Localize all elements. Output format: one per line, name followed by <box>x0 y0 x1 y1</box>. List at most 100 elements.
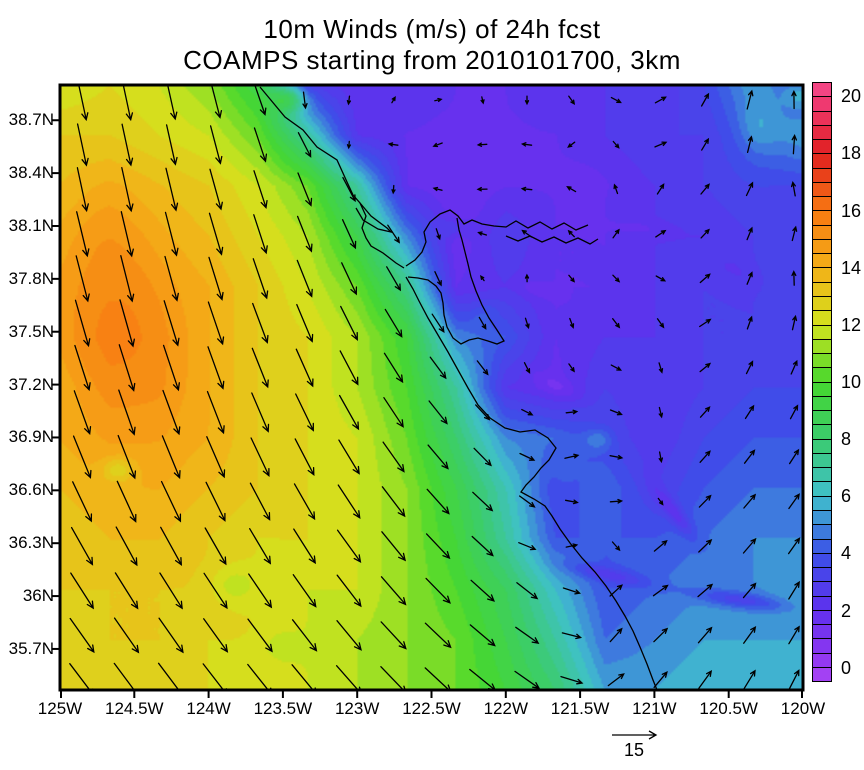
wind-vector-arrow <box>613 183 619 195</box>
wind-vector-arrow <box>121 166 134 213</box>
wind-vector-arrow <box>698 669 713 690</box>
colorbar-segment <box>813 339 831 355</box>
wind-vector-arrow <box>209 125 223 165</box>
wind-vector-arrow <box>338 439 360 475</box>
wind-vector-arrow <box>207 346 225 390</box>
lon-tick-label: 121.5W <box>550 699 610 718</box>
wind-vector-arrow <box>516 582 539 600</box>
wind-vector-arrow <box>428 400 448 425</box>
wind-vector-arrow <box>744 404 755 420</box>
wind-vector-arrow <box>167 85 178 121</box>
coastline <box>405 209 589 267</box>
wind-vector-arrow <box>524 273 530 283</box>
colorbar-segment <box>813 539 831 554</box>
wind-vector-arrow <box>293 483 316 521</box>
wind-vector-arrow <box>565 543 579 548</box>
wind-vector-arrow <box>120 255 135 303</box>
colorbar-segment <box>813 111 831 126</box>
wind-vector-arrow <box>699 318 712 328</box>
lon-tick-label: 120W <box>780 699 826 718</box>
colorbar-segment <box>813 525 831 540</box>
wind-vector-arrow <box>434 271 442 287</box>
wind-vector-arrow <box>567 229 575 238</box>
wind-vector-arrow <box>656 318 665 329</box>
wind-vector-arrow <box>341 262 358 296</box>
wind-vector-arrow <box>120 211 134 258</box>
reference-vector-arrow <box>612 730 658 740</box>
wind-vector-arrow <box>697 583 714 598</box>
wind-vector-arrow <box>656 183 665 195</box>
wind-vector-arrow <box>565 409 579 415</box>
wind-vector-arrow <box>743 493 757 509</box>
wind-vector-arrow <box>475 404 491 421</box>
wind-vector-arrow <box>515 626 540 644</box>
wind-vector-arrow <box>250 437 270 477</box>
wind-vector-arrow <box>70 572 94 610</box>
wind-vector-arrow <box>76 211 90 258</box>
wind-vector-arrow <box>336 620 362 651</box>
wind-vector-arrow <box>292 574 317 608</box>
wind-vector-arrow <box>700 228 710 239</box>
colorbar-segment <box>813 553 831 569</box>
wind-vector-arrow <box>340 305 358 341</box>
coastline <box>405 276 658 690</box>
wind-vector-arrow <box>521 408 534 416</box>
colorbar-segment <box>813 653 831 668</box>
wind-vector-arrow <box>612 318 621 329</box>
wind-vector-arrow <box>76 167 89 213</box>
wind-vector-arrow <box>791 270 797 286</box>
colorbar-segment <box>813 582 831 597</box>
colorbar-segment <box>813 282 831 297</box>
wind-vector-arrow <box>206 390 225 435</box>
colorbar-tick-label: 0 <box>841 657 852 678</box>
wind-vector-arrow <box>470 579 495 602</box>
wind-vector-arrow <box>208 212 224 256</box>
colorbar-segment <box>813 311 831 326</box>
lat-tick-label: 36.3N <box>8 533 54 553</box>
wind-vector-arrow <box>610 364 623 371</box>
wind-vector-arrow <box>297 172 313 207</box>
colorbar-segment <box>813 211 831 226</box>
wind-vector-arrow <box>790 359 798 375</box>
wind-vector-arrow <box>69 617 95 654</box>
wind-vector-arrow <box>791 134 798 155</box>
wind-vector-arrow <box>609 584 624 597</box>
wind-vector-arrow <box>432 142 443 148</box>
colorbar-segment <box>813 97 831 112</box>
wind-vector-arrow <box>791 314 798 331</box>
wind-vector-arrow <box>658 451 664 464</box>
wind-vector-arrow <box>346 140 352 150</box>
wind-vector-arrow <box>165 124 178 166</box>
wind-vector-arrow <box>206 436 226 479</box>
lon-tick-label: 125W <box>37 699 83 718</box>
wind-vector-arrow <box>524 95 530 106</box>
wind-vector-arrow <box>476 142 488 147</box>
wind-vector-arrow <box>387 224 401 244</box>
colorbar <box>812 82 832 682</box>
wind-vector-arrow <box>383 397 404 428</box>
wind-vector-arrow <box>609 454 624 460</box>
colorbar-segment <box>813 667 831 682</box>
wind-vector-arrow <box>612 140 620 149</box>
wind-vector-arrow <box>788 625 800 645</box>
coastline <box>505 235 599 245</box>
wind-vector-arrow <box>113 662 139 690</box>
wind-vector-arrow <box>339 350 359 386</box>
colorbar-segment <box>813 382 831 397</box>
wind-vector-arrow <box>160 526 183 567</box>
wind-vector-arrow <box>791 225 798 242</box>
wind-vector-arrow <box>562 587 582 595</box>
wind-vector-arrow <box>253 127 268 163</box>
colorbar-tick-label: 14 <box>841 257 862 278</box>
wind-vector-arrow <box>568 363 575 373</box>
wind-vector-arrow <box>165 167 179 212</box>
wind-vector-arrow <box>122 85 134 122</box>
wind-vector-arrow <box>296 259 313 298</box>
plot-title: 10m Winds (m/s) of 24h fcst <box>263 14 601 44</box>
wind-vector-arrow <box>518 542 537 551</box>
wind-vector-arrow <box>252 258 269 300</box>
map-content <box>259 86 658 690</box>
wind-vector-arrow <box>247 618 273 653</box>
wind-vector-arrow <box>701 137 710 151</box>
